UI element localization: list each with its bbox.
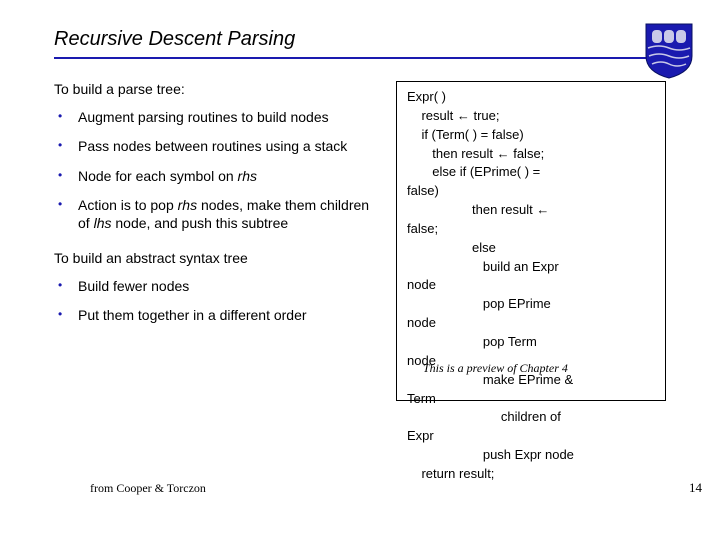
bullet-list-1: Augment parsing routines to build nodes …	[54, 109, 384, 233]
slide-title: Recursive Descent Parsing	[54, 28, 666, 51]
code-line: build an Expr	[407, 258, 655, 277]
code-line: pop Term	[407, 333, 655, 352]
bullet-item: Node for each symbol on rhs	[54, 168, 384, 186]
bullet-item: Put them together in a different order	[54, 307, 384, 325]
footer-attribution: from Cooper & Torczon	[90, 481, 206, 496]
crest-logo	[644, 22, 694, 80]
code-line: Expr	[407, 427, 655, 446]
left-column: To build a parse tree: Augment parsing r…	[54, 81, 384, 401]
bullet-list-2: Build fewer nodes Put them together in a…	[54, 278, 384, 325]
code-line: node	[407, 314, 655, 333]
code-line: else if (EPrime( ) =	[407, 163, 655, 182]
code-line: then result ← false;	[407, 145, 655, 164]
code-line: children of	[407, 408, 655, 427]
code-line: Expr( )	[407, 88, 655, 107]
code-line: false)	[407, 182, 655, 201]
code-line: Term	[407, 390, 655, 409]
code-line: false;	[407, 220, 655, 239]
content-area: To build a parse tree: Augment parsing r…	[54, 81, 666, 401]
code-line: pop EPrime	[407, 295, 655, 314]
page-number: 14	[689, 480, 702, 496]
pseudocode-box: Expr( ) result ← true; if (Term( ) = fal…	[396, 81, 666, 401]
preview-note: This is a preview of Chapter 4	[423, 360, 568, 377]
intro-1: To build a parse tree:	[54, 81, 384, 99]
code-line: then result ←	[407, 201, 655, 220]
right-column: Expr( ) result ← true; if (Term( ) = fal…	[396, 81, 666, 401]
bullet-item: Action is to pop rhs nodes, make them ch…	[54, 197, 384, 232]
code-line: node	[407, 276, 655, 295]
bullet-item: Augment parsing routines to build nodes	[54, 109, 384, 127]
code-line: push Expr node	[407, 446, 655, 465]
code-line: if (Term( ) = false)	[407, 126, 655, 145]
title-section: Recursive Descent Parsing	[54, 28, 666, 59]
code-line: result ← true;	[407, 107, 655, 126]
code-line: return result;	[407, 465, 655, 484]
bullet-item: Pass nodes between routines using a stac…	[54, 138, 384, 156]
bullet-item: Build fewer nodes	[54, 278, 384, 296]
code-line: else	[407, 239, 655, 258]
intro-2: To build an abstract syntax tree	[54, 250, 384, 268]
